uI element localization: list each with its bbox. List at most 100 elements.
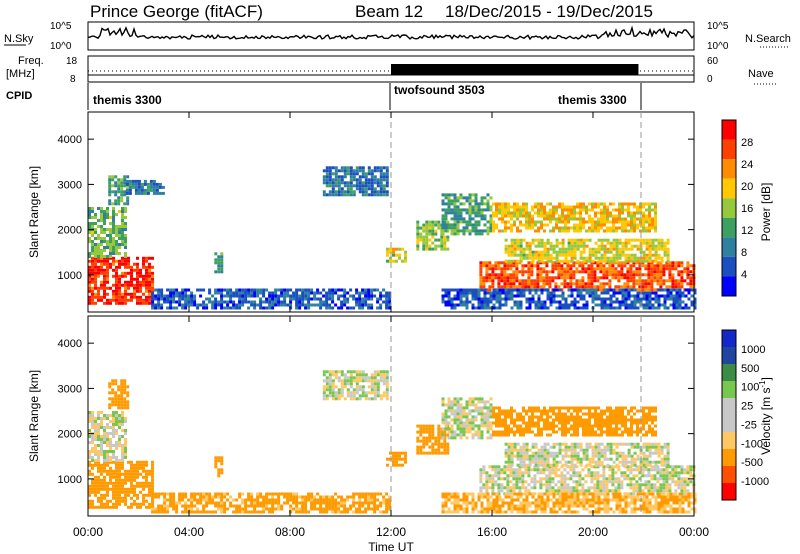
data-cell [513, 288, 517, 292]
data-cell [331, 501, 335, 505]
data-cell [331, 181, 335, 185]
data-cell [100, 225, 103, 228]
data-cell [648, 250, 652, 254]
noise-tick-top-right: 10^5 [707, 21, 729, 32]
data-cell [310, 504, 314, 508]
data-cell [136, 256, 139, 260]
data-cell [382, 190, 386, 194]
data-cell [450, 406, 454, 410]
data-cell [558, 202, 561, 206]
data-cell [137, 191, 141, 195]
data-cell [446, 229, 450, 233]
data-cell [416, 436, 420, 440]
ytick-label: 2000 [58, 225, 82, 237]
data-cell [647, 270, 651, 274]
data-cell [370, 303, 374, 307]
data-cell [133, 487, 136, 491]
data-cell [169, 501, 173, 505]
data-cell [515, 483, 519, 487]
data-cell [588, 229, 591, 233]
data-cell [600, 303, 604, 307]
data-cell [115, 283, 118, 287]
data-cell [422, 226, 426, 230]
data-cell [434, 220, 438, 224]
data-cell [386, 247, 389, 251]
data-cell [434, 244, 438, 248]
data-cell [214, 252, 218, 256]
data-cell [669, 291, 673, 295]
data-cell [489, 214, 493, 218]
data-cell [456, 294, 460, 298]
data-cell [543, 223, 546, 227]
data-cell [557, 267, 561, 271]
data-cell [118, 277, 121, 281]
data-cell [579, 202, 582, 206]
data-cell [148, 295, 151, 299]
data-cell [636, 259, 640, 263]
data-cell [217, 264, 221, 268]
data-cell [602, 273, 606, 277]
data-cell [392, 454, 395, 458]
data-cell [106, 493, 109, 497]
data-cell [542, 267, 546, 271]
data-cell [422, 223, 426, 227]
data-cell [659, 264, 663, 268]
data-cell [648, 259, 652, 263]
data-cell [163, 294, 167, 298]
data-cell [428, 226, 432, 230]
data-cell [680, 270, 684, 274]
data-cell [497, 468, 501, 472]
data-cell [241, 507, 245, 511]
data-cell [567, 244, 571, 248]
data-cell [106, 243, 109, 246]
data-cell [115, 243, 118, 246]
data-cell [136, 481, 139, 485]
data-cell [184, 300, 188, 304]
data-cell [115, 295, 118, 299]
data-cell [328, 294, 332, 298]
data-cell [447, 226, 451, 230]
data-cell [594, 303, 598, 307]
data-cell [465, 226, 469, 230]
data-cell [672, 288, 676, 292]
data-cell [434, 238, 438, 242]
data-cell [337, 510, 341, 514]
data-cell [121, 262, 124, 266]
data-cell [630, 202, 633, 206]
data-cell [563, 489, 567, 493]
data-cell [151, 277, 154, 281]
data-cell [654, 226, 657, 230]
data-cell [623, 471, 627, 475]
data-cell [563, 474, 567, 478]
data-cell [358, 504, 362, 508]
data-cell [385, 178, 389, 182]
data-cell [217, 288, 221, 292]
data-cell [689, 279, 693, 283]
data-cell [639, 238, 643, 242]
data-cell [349, 181, 353, 185]
data-cell [121, 292, 124, 296]
data-cell [94, 292, 97, 296]
data-cell [623, 474, 627, 478]
data-cell [136, 472, 139, 476]
data-cell [603, 211, 606, 215]
data-cell [492, 288, 496, 292]
data-cell [644, 279, 648, 283]
data-cell [370, 385, 374, 389]
data-cell [358, 376, 362, 380]
data-cell [103, 237, 106, 240]
data-cell [94, 475, 97, 479]
data-cell [187, 498, 191, 502]
data-cell [632, 474, 636, 478]
data-cell [489, 403, 493, 407]
data-cell [612, 247, 616, 251]
data-cell [373, 379, 377, 383]
data-cell [600, 306, 604, 310]
data-cell [578, 489, 582, 493]
data-cell [453, 412, 457, 416]
data-cell [97, 499, 100, 503]
data-cell [100, 420, 103, 423]
data-cell [510, 288, 514, 292]
data-cell [175, 294, 179, 298]
data-cell [519, 223, 522, 227]
